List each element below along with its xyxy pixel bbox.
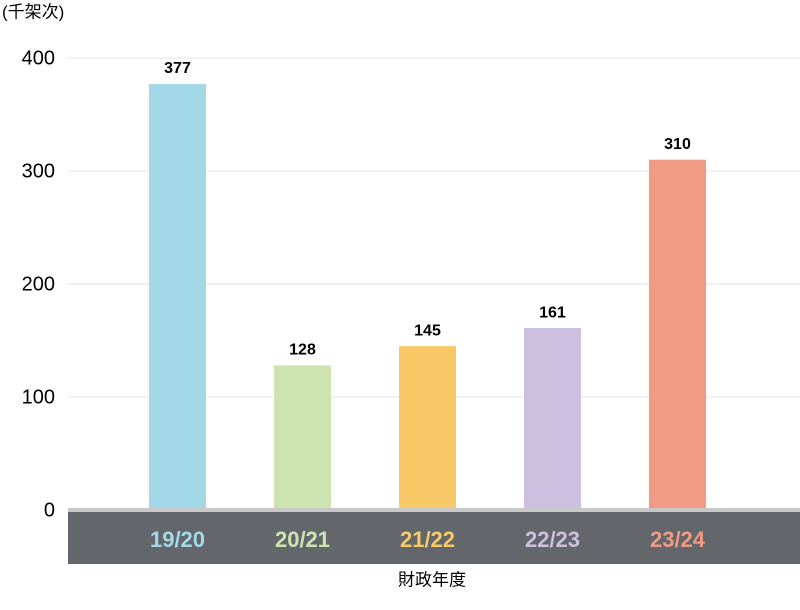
category-band bbox=[68, 510, 800, 564]
y-tick-label: 0 bbox=[44, 499, 55, 521]
bar bbox=[274, 365, 331, 510]
bar bbox=[524, 328, 581, 510]
bar bbox=[399, 346, 456, 510]
y-tick-label: 400 bbox=[22, 47, 55, 69]
bar bbox=[649, 159, 706, 510]
value-label: 128 bbox=[289, 342, 316, 359]
y-tick-label: 200 bbox=[22, 273, 55, 295]
y-unit-label: (千架次) bbox=[2, 2, 64, 21]
value-label: 145 bbox=[414, 322, 441, 339]
x-axis-line bbox=[68, 508, 800, 512]
value-label: 377 bbox=[164, 60, 191, 77]
x-tick-label: 22/23 bbox=[525, 527, 580, 552]
value-label: 161 bbox=[539, 304, 566, 321]
value-label: 310 bbox=[664, 136, 691, 153]
x-tick-label: 20/21 bbox=[275, 527, 330, 552]
x-tick-label: 23/24 bbox=[650, 527, 706, 552]
x-tick-label: 19/20 bbox=[150, 527, 205, 552]
y-tick-label: 300 bbox=[22, 160, 55, 182]
bar bbox=[149, 83, 206, 511]
x-tick-label: 21/22 bbox=[400, 527, 455, 552]
x-axis-label: 財政年度 bbox=[398, 570, 466, 589]
y-tick-label: 100 bbox=[22, 386, 55, 408]
